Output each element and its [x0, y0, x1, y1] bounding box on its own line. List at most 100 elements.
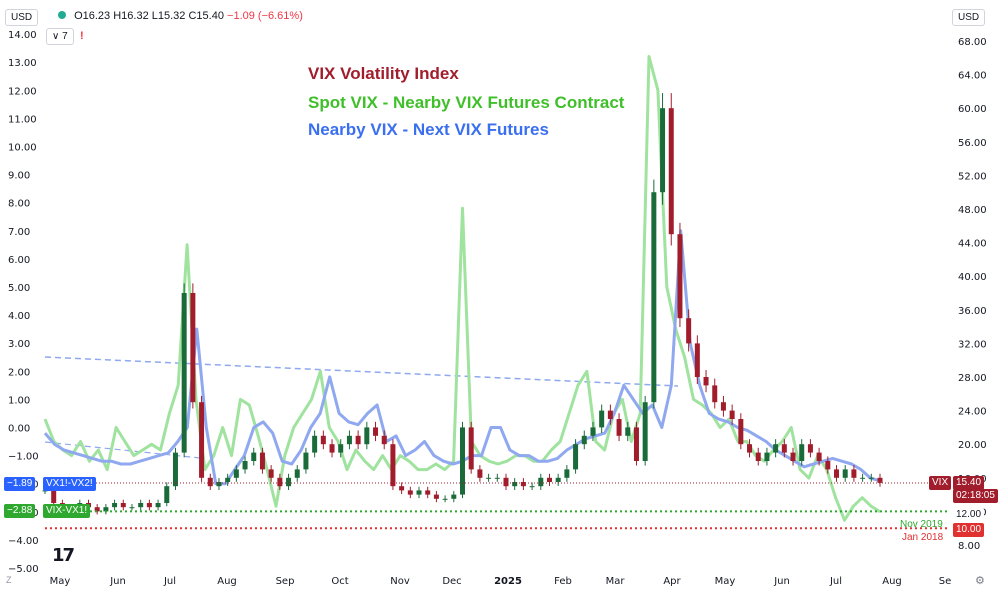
- vix-candle-body: [607, 410, 613, 419]
- x-tick-label: May: [50, 576, 71, 587]
- x-tick-label: Jul: [163, 576, 176, 587]
- x-tick-label: Nov: [390, 576, 410, 587]
- left-tick-label: 6.00: [8, 255, 30, 266]
- right-tick-label: 28.00: [958, 373, 987, 384]
- vix-candle-body: [242, 461, 248, 470]
- vix-candle-body: [460, 427, 465, 495]
- vix-candle-body: [703, 377, 709, 386]
- vix-candle-body: [346, 435, 352, 445]
- right-currency-button[interactable]: USD: [952, 9, 986, 26]
- vix-candle-body: [599, 410, 605, 428]
- left-tick-label: 2.00: [8, 367, 30, 378]
- ohlc-high: H16.32: [113, 10, 149, 22]
- vix-candle-body: [251, 452, 257, 461]
- x-tick-label: May: [715, 576, 736, 587]
- title-spot: Spot VIX - Nearby VIX Futures Contract: [308, 93, 625, 112]
- vix-candle-body: [486, 477, 492, 479]
- x-tick-label: Oct: [331, 576, 348, 587]
- jan2018-tag-value: 10.00: [953, 523, 985, 537]
- chevron-down-icon: ∨: [52, 31, 60, 42]
- left-tick-label: 9.00: [8, 171, 30, 182]
- settings-gear-icon[interactable]: ⚙: [975, 575, 985, 587]
- left-tick-label: 1.00: [8, 395, 30, 406]
- left-tick-label: 12.00: [8, 86, 37, 97]
- vix-candle-body: [312, 435, 318, 453]
- vix-candle-body: [755, 452, 761, 461]
- vix-candle-body: [451, 494, 457, 499]
- x-tick-label: Dec: [442, 576, 461, 587]
- x-tick-label: Jul: [829, 576, 842, 587]
- vix-candle-body: [277, 477, 283, 487]
- vix-candle-body: [494, 477, 500, 479]
- ohlc-readout: O16.23 H16.32 L15.32 C15.40 −1.09 (−6.61…: [58, 10, 303, 22]
- indicators-toggle[interactable]: ∨ 7: [46, 28, 74, 45]
- vix-candle-body: [651, 192, 657, 403]
- trend-line-upper: [44, 356, 679, 387]
- left-tick-label: 13.00: [8, 58, 37, 69]
- x-tick-label: Sep: [276, 576, 295, 587]
- vix-candle-body: [259, 452, 265, 470]
- vix-candle-body: [268, 469, 274, 478]
- ohlc-low: L15.32: [151, 10, 186, 22]
- right-tick-label: 32.00: [958, 339, 987, 350]
- right-tick-label: 52.00: [958, 171, 987, 182]
- trend-line-lower: [44, 441, 201, 459]
- vix-candle-body: [738, 419, 744, 445]
- spot-tag-label: VIX-VX1!: [43, 504, 91, 518]
- ohlc-open: O16.23: [74, 10, 111, 22]
- vix-candle-body: [747, 444, 753, 453]
- vix-candle-body: [729, 410, 735, 419]
- vix-candle-body: [442, 498, 448, 500]
- vx-tag-value: −1.89: [4, 477, 36, 491]
- tradingview-logo: 17: [52, 545, 75, 566]
- left-tick-label: 7.00: [8, 227, 30, 238]
- vix-candle-body: [181, 293, 187, 453]
- vix-candle-body: [868, 477, 874, 479]
- vix-candle-body: [581, 435, 587, 445]
- vix-candle-body: [781, 444, 787, 453]
- vix-candle-body: [477, 469, 483, 478]
- vix-candle-body: [355, 435, 361, 445]
- left-currency-button[interactable]: USD: [5, 9, 39, 26]
- vix-candle-body: [120, 503, 126, 508]
- vix-candle-body: [825, 461, 831, 470]
- series-layer: [42, 55, 883, 522]
- vix-candle-body: [860, 477, 866, 479]
- ohlc-change: −1.09 (−6.61%): [227, 10, 303, 22]
- x-tick-label: Aug: [217, 576, 237, 587]
- vx-tag-label: VX1!-VX2!: [43, 477, 96, 491]
- x-tick-label: Jun: [773, 576, 790, 587]
- x-tick-label: Jun: [109, 576, 126, 587]
- vix-candle-body: [764, 452, 770, 461]
- vix-candle-body: [503, 477, 509, 487]
- left-tick-label: 11.00: [8, 114, 37, 125]
- left-tick-label: 0.00: [8, 423, 30, 434]
- right-tick-label: 68.00: [958, 37, 987, 48]
- vix-candle-body: [555, 477, 561, 482]
- vix-candle-body: [790, 452, 796, 461]
- vix-candle-body: [172, 452, 178, 487]
- x-tick-label: Se: [939, 576, 952, 587]
- title-nearby: Nearby VIX - Next VIX Futures: [308, 120, 549, 139]
- zoom-icon[interactable]: Z: [6, 575, 12, 585]
- vix-candle-body: [799, 444, 805, 461]
- vix-candle-body: [642, 402, 648, 461]
- right-tick-label: 36.00: [958, 306, 987, 317]
- right-tick-label: 20.00: [958, 440, 987, 451]
- right-axis: 68.00 64.00 60.00 56.00 52.00 48.00 44.00 40.00…: [958, 37, 987, 552]
- vix-candle-body: [668, 108, 674, 235]
- x-axis: May Jun Jul Aug Sep Oct Nov Dec 2025 Feb Mar Apr May…: [50, 576, 952, 587]
- vix-tag-label: VIX: [929, 476, 952, 490]
- vix-candle-body: [538, 477, 544, 487]
- vix-candle-body: [320, 435, 326, 445]
- vix-candle-body: [303, 452, 309, 470]
- vix-candle-body: [164, 486, 170, 503]
- vix-candle-body: [877, 477, 883, 483]
- vix-candle-body: [712, 385, 718, 403]
- warning-icon[interactable]: !: [80, 30, 84, 42]
- ohlc-close: C15.40: [188, 10, 224, 22]
- right-tick-label: 48.00: [958, 205, 987, 216]
- vix-candle-body: [433, 494, 439, 499]
- left-tick-label: 14.00: [8, 30, 37, 41]
